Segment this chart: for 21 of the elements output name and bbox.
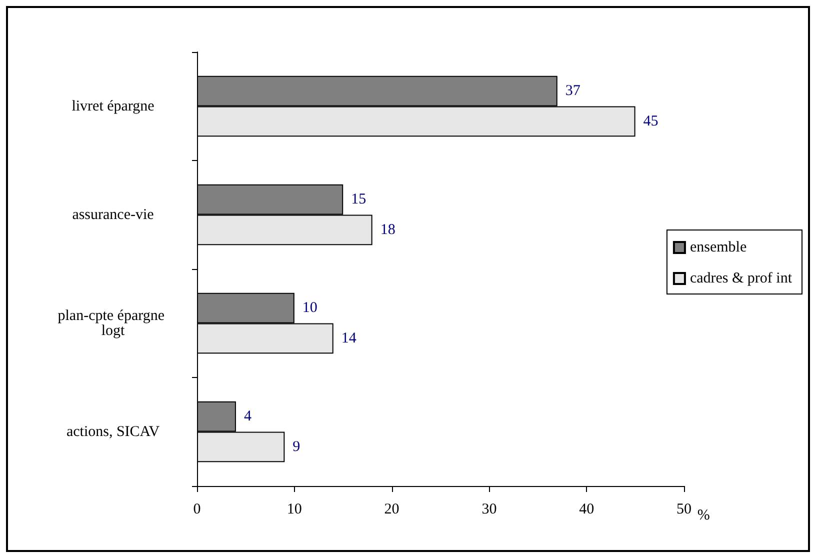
x-tick-label: 10 <box>286 502 302 518</box>
y-tick-label: livret épargne <box>72 98 155 114</box>
x-tick-label: 20 <box>384 502 400 518</box>
data-label: 45 <box>643 113 658 130</box>
data-label: 14 <box>341 330 357 346</box>
y-tick-label: assurance-vie <box>72 206 154 223</box>
x-tick-label: 50 <box>676 502 692 518</box>
legend-label: ensemble <box>690 240 747 256</box>
legend-label: cadres & prof int <box>690 270 793 286</box>
data-label: 37 <box>565 83 581 100</box>
x-tick-label: 40 <box>579 502 594 518</box>
y-tick-label: actions, SICAV <box>66 424 160 440</box>
data-label: 4 <box>244 408 252 425</box>
data-label: 9 <box>292 438 300 455</box>
data-label: 15 <box>351 192 366 208</box>
x-axis-title: % <box>697 508 710 524</box>
x-tick-label: 0 <box>193 502 201 518</box>
y-tick-label: plan-cpte épargne logt <box>58 308 168 339</box>
x-tick-label: 30 <box>482 502 497 518</box>
data-label: 10 <box>302 300 318 316</box>
data-label: 18 <box>380 222 396 238</box>
